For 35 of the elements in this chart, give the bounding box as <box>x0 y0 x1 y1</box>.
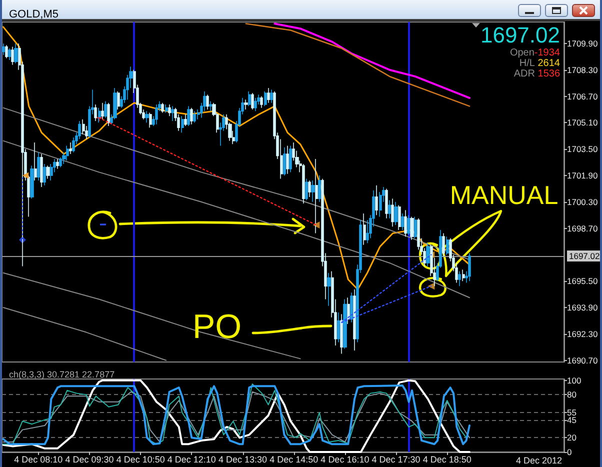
y-tick-label: 80 <box>567 390 577 400</box>
y-tick-label: 1703.50 <box>567 144 598 154</box>
annotation: PO <box>192 308 242 346</box>
annotation: Open-1934 <box>510 48 560 58</box>
y-tick-label: 1698.70 <box>567 223 598 234</box>
annotation: MANUAL <box>450 180 558 210</box>
x-tick-label: 4 Dec 08:10 <box>14 454 63 464</box>
x-tick-label: 4 Dec 18:50 <box>422 454 472 464</box>
annotation: H/L 2614 <box>519 58 560 69</box>
x-tick-label: 4 Dec 17:30 <box>372 454 420 464</box>
chart-title: ch(8,3,3) 30.7281 22.7877 <box>9 370 115 380</box>
y-tick-label: 0 <box>567 447 572 457</box>
y-tick-label: 1706.70 <box>567 91 598 102</box>
text: 4 Dec 2012 <box>516 456 562 466</box>
chart-title: GOLD,M5 <box>9 8 59 20</box>
y-tick-label: 100 <box>567 375 582 386</box>
y-tick-label: 1705.10 <box>567 118 598 128</box>
y-tick-label: 1708.30 <box>567 64 598 75</box>
y-tick-label: 1692.30 <box>567 328 598 339</box>
y-tick-label: 1709.90 <box>567 38 598 48</box>
y-tick-label: 1690.70 <box>567 355 598 366</box>
y-tick-label: 1700.30 <box>567 196 598 207</box>
x-tick-label: 4 Dec 16:10 <box>320 454 370 464</box>
x-tick-label: 4 Dec 10:50 <box>116 454 165 464</box>
annotation: ADR 1536 <box>514 68 560 80</box>
y-tick-label: 20 <box>567 432 577 443</box>
y-tick-label: 1701.90 <box>567 170 598 180</box>
x-tick-label: 4 Dec 12:10 <box>167 454 216 464</box>
annotation: 1697.02 <box>480 22 560 48</box>
y-tick-label: 1693.90 <box>567 302 598 313</box>
y-tick-label: 1695.50 <box>567 276 598 286</box>
x-tick-label: 4 Dec 13:30 <box>218 454 268 464</box>
ref-line-label: 1697.02 <box>569 251 600 262</box>
x-tick-label: 4 Dec 09:30 <box>65 454 114 464</box>
x-tick-label: 4 Dec 14:50 <box>270 454 318 464</box>
